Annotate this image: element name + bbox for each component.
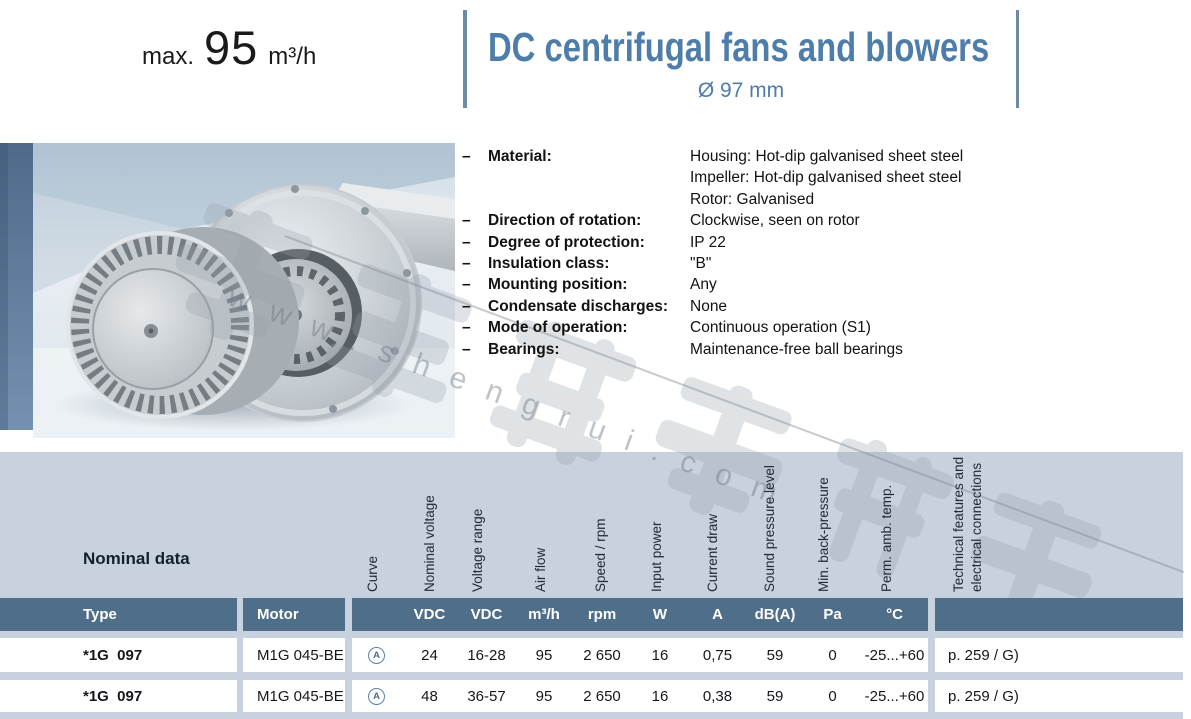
cell-motor: M1G 045-BE bbox=[243, 638, 345, 672]
cell-type: *1G 097 bbox=[0, 638, 237, 672]
blower-illustration bbox=[33, 143, 455, 438]
col-header-curve: Curve bbox=[365, 555, 380, 592]
col-header-speed: Speed / rpm bbox=[593, 518, 608, 592]
cell-tech-ref: p. 259 / G) bbox=[935, 638, 1183, 672]
spec-row-protection: – Degree of protection: IP 22 bbox=[462, 233, 726, 251]
curve-badge: A bbox=[368, 646, 385, 664]
header-units-row: VDC VDC m³/h rpm W A dB(A) Pa °C bbox=[352, 598, 928, 631]
cell-motor: M1G 045-BE bbox=[243, 680, 345, 712]
header-cell-type: Type bbox=[0, 598, 237, 631]
unit-vdc-1: VDC bbox=[413, 606, 446, 623]
col-header-current-draw: Current draw bbox=[705, 513, 720, 592]
table-row: *1G 097 M1G 045-BE A 48 36-57 95 2 650 1… bbox=[0, 680, 1183, 712]
col-header-tech-features-line2: electrical connections bbox=[969, 462, 984, 592]
unit-pa: Pa bbox=[823, 606, 842, 623]
cell-values: A 48 36-57 95 2 650 16 0,38 59 0 -25...+… bbox=[352, 680, 928, 712]
max-unit: m³/h bbox=[268, 43, 317, 70]
spec-row-material: – Material: Housing: Hot-dip galvanised … bbox=[462, 146, 1022, 210]
left-accent-bar-dark bbox=[0, 143, 8, 430]
unit-dba: dB(A) bbox=[754, 606, 796, 623]
col-header-tech-features-line1: Technical features and bbox=[951, 456, 966, 592]
header-cell-tech bbox=[935, 598, 1183, 631]
unit-ampere: A bbox=[712, 606, 723, 623]
product-photo bbox=[33, 143, 455, 438]
cell-tech-ref: p. 259 / G) bbox=[935, 680, 1183, 712]
col-header-voltage-range: Voltage range bbox=[470, 508, 485, 592]
header-cell-motor: Motor bbox=[243, 598, 345, 631]
col-header-input-power: Input power bbox=[649, 521, 664, 592]
spec-row-rotation: – Direction of rotation: Clockwise, seen… bbox=[462, 212, 860, 230]
table-row: *1G 097 M1G 045-BE A 24 16-28 95 2 650 1… bbox=[0, 638, 1183, 672]
table-section-label: Nominal data bbox=[83, 549, 190, 568]
col-header-nominal-voltage: Nominal voltage bbox=[422, 495, 437, 592]
cell-type: *1G 097 bbox=[0, 680, 237, 712]
left-accent-bar bbox=[8, 143, 33, 430]
spec-row-bearings: – Bearings: Maintenance-free ball bearin… bbox=[462, 340, 903, 358]
spec-list: – Material: Housing: Hot-dip galvanised … bbox=[462, 146, 1022, 360]
unit-vdc-2: VDC bbox=[470, 606, 503, 623]
max-airflow-headline: max. 95 m³/h bbox=[142, 20, 316, 75]
curve-badge: A bbox=[368, 687, 385, 705]
impeller-wheel bbox=[66, 227, 299, 419]
unit-celsius: °C bbox=[886, 606, 903, 623]
max-value: 95 bbox=[204, 21, 259, 74]
page-title: DC centrifugal fans and blowers bbox=[488, 24, 990, 70]
spec-row-mounting: – Mounting position: Any bbox=[462, 276, 717, 294]
col-header-sound-pressure: Sound pressure level bbox=[762, 465, 777, 592]
spec-row-condensate: – Condensate discharges: None bbox=[462, 297, 728, 315]
table-band bbox=[0, 452, 1183, 719]
col-header-air-flow: Air flow bbox=[533, 547, 548, 592]
page-subtitle: Ø 97 mm bbox=[697, 79, 785, 102]
title-rule-right bbox=[1016, 10, 1019, 108]
unit-airflow: m³/h bbox=[528, 606, 560, 623]
title-rule-left bbox=[463, 10, 467, 108]
dash: – bbox=[462, 148, 471, 165]
col-header-back-pressure: Min. back-pressure bbox=[816, 477, 831, 592]
col-header-amb-temp: Perm. amb. temp. bbox=[879, 484, 894, 592]
cell-values: A 24 16-28 95 2 650 16 0,75 59 0 -25...+… bbox=[352, 638, 928, 672]
title-block: DC centrifugal fans and blowers Ø 97 mm bbox=[488, 24, 994, 103]
spec-row-operation: – Mode of operation: Continuous operatio… bbox=[462, 319, 871, 337]
max-label: max. bbox=[142, 43, 195, 70]
unit-rpm: rpm bbox=[587, 606, 617, 623]
spec-row-insulation: – Insulation class: "B" bbox=[462, 255, 712, 273]
unit-watt: W bbox=[652, 606, 668, 623]
